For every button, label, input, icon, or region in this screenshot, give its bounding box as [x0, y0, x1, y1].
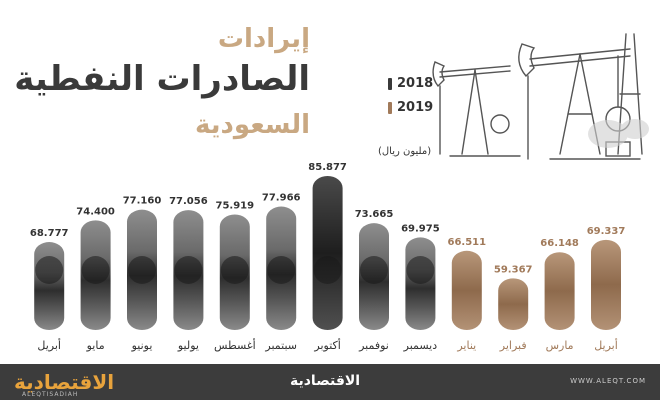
- value-label-1: 74.400: [76, 206, 115, 217]
- category-label-6: أكتوبر: [313, 338, 340, 352]
- value-label-0: 68.777: [30, 228, 69, 239]
- category-label-5: سبتمبر: [264, 339, 297, 352]
- category-label-3: يوليو: [177, 339, 199, 352]
- bar-texture-3: [174, 256, 203, 284]
- title-line-3: السعودية: [195, 110, 310, 140]
- value-label-5: 77.966: [262, 193, 301, 204]
- value-label-2: 77.160: [123, 196, 162, 207]
- value-label-6: 85.877: [308, 162, 347, 173]
- category-label-11: مارس: [546, 339, 574, 352]
- category-label-9: يناير: [456, 339, 476, 352]
- value-label-7: 73.665: [355, 209, 394, 220]
- bar-11: [544, 252, 575, 330]
- bar-texture-4: [220, 256, 249, 284]
- category-label-2: يونيو: [131, 339, 153, 352]
- value-label-4: 75.919: [216, 200, 255, 211]
- bar-chart: 68.777 أبريل 74.400 مايو 77.160 يونيو 77.056 يو…: [30, 162, 626, 352]
- legend-2019-label: 2019: [397, 100, 434, 115]
- category-label-8: ديسمبر: [403, 339, 438, 352]
- legend-2018: 2018: [388, 76, 433, 91]
- unit-label: (مليون ريال): [378, 146, 432, 157]
- title-line-1: إيرادات: [217, 24, 310, 54]
- category-label-0: أبريل: [37, 338, 61, 352]
- value-label-10: 59.367: [494, 264, 533, 275]
- value-label-8: 69.975: [401, 223, 440, 234]
- value-label-9: 66.511: [448, 237, 487, 248]
- bar-texture-2: [128, 256, 156, 284]
- legend-2018-label: 2018: [397, 76, 434, 91]
- website-url: WWW.ALEQT.COM: [570, 377, 646, 385]
- value-label-12: 69.337: [587, 226, 626, 237]
- category-label-12: أبريل: [594, 338, 618, 352]
- bar-12: [591, 239, 621, 330]
- category-label-4: أغسطس: [214, 338, 256, 352]
- bar-9: [451, 250, 482, 330]
- brand-logo: الاقتصادية: [14, 370, 115, 394]
- category-label-7: نوفمبر: [358, 339, 389, 352]
- bar-texture-7: [360, 256, 388, 284]
- legend-2019: 2019: [388, 100, 433, 115]
- bar-texture-8: [406, 256, 435, 284]
- footer-bar: الاقتصادية ALEQTISADIAH الاقتصادية WWW.A…: [0, 364, 660, 400]
- oil-pump-illustration: [432, 33, 649, 160]
- value-label-11: 66.148: [540, 238, 579, 249]
- bar-texture-5: [267, 256, 296, 284]
- value-label-3: 77.056: [169, 196, 208, 207]
- center-logo: الاقتصادية: [290, 373, 361, 389]
- bar-texture-1: [81, 256, 110, 284]
- category-label-10: فبراير: [499, 339, 527, 352]
- bar-texture-0: [35, 256, 64, 284]
- legend-2019-swatch: [388, 101, 392, 114]
- brand-logo-subtitle: ALEQTISADIAH: [22, 391, 79, 398]
- title-line-2: الصادرات النفطية: [14, 59, 310, 99]
- bar-0: [34, 242, 65, 330]
- bar-10: [498, 278, 529, 330]
- bar-texture-6: [313, 256, 342, 284]
- bar-6: [312, 176, 343, 330]
- legend-2018-swatch: [388, 77, 392, 90]
- category-label-1: مايو: [86, 339, 105, 352]
